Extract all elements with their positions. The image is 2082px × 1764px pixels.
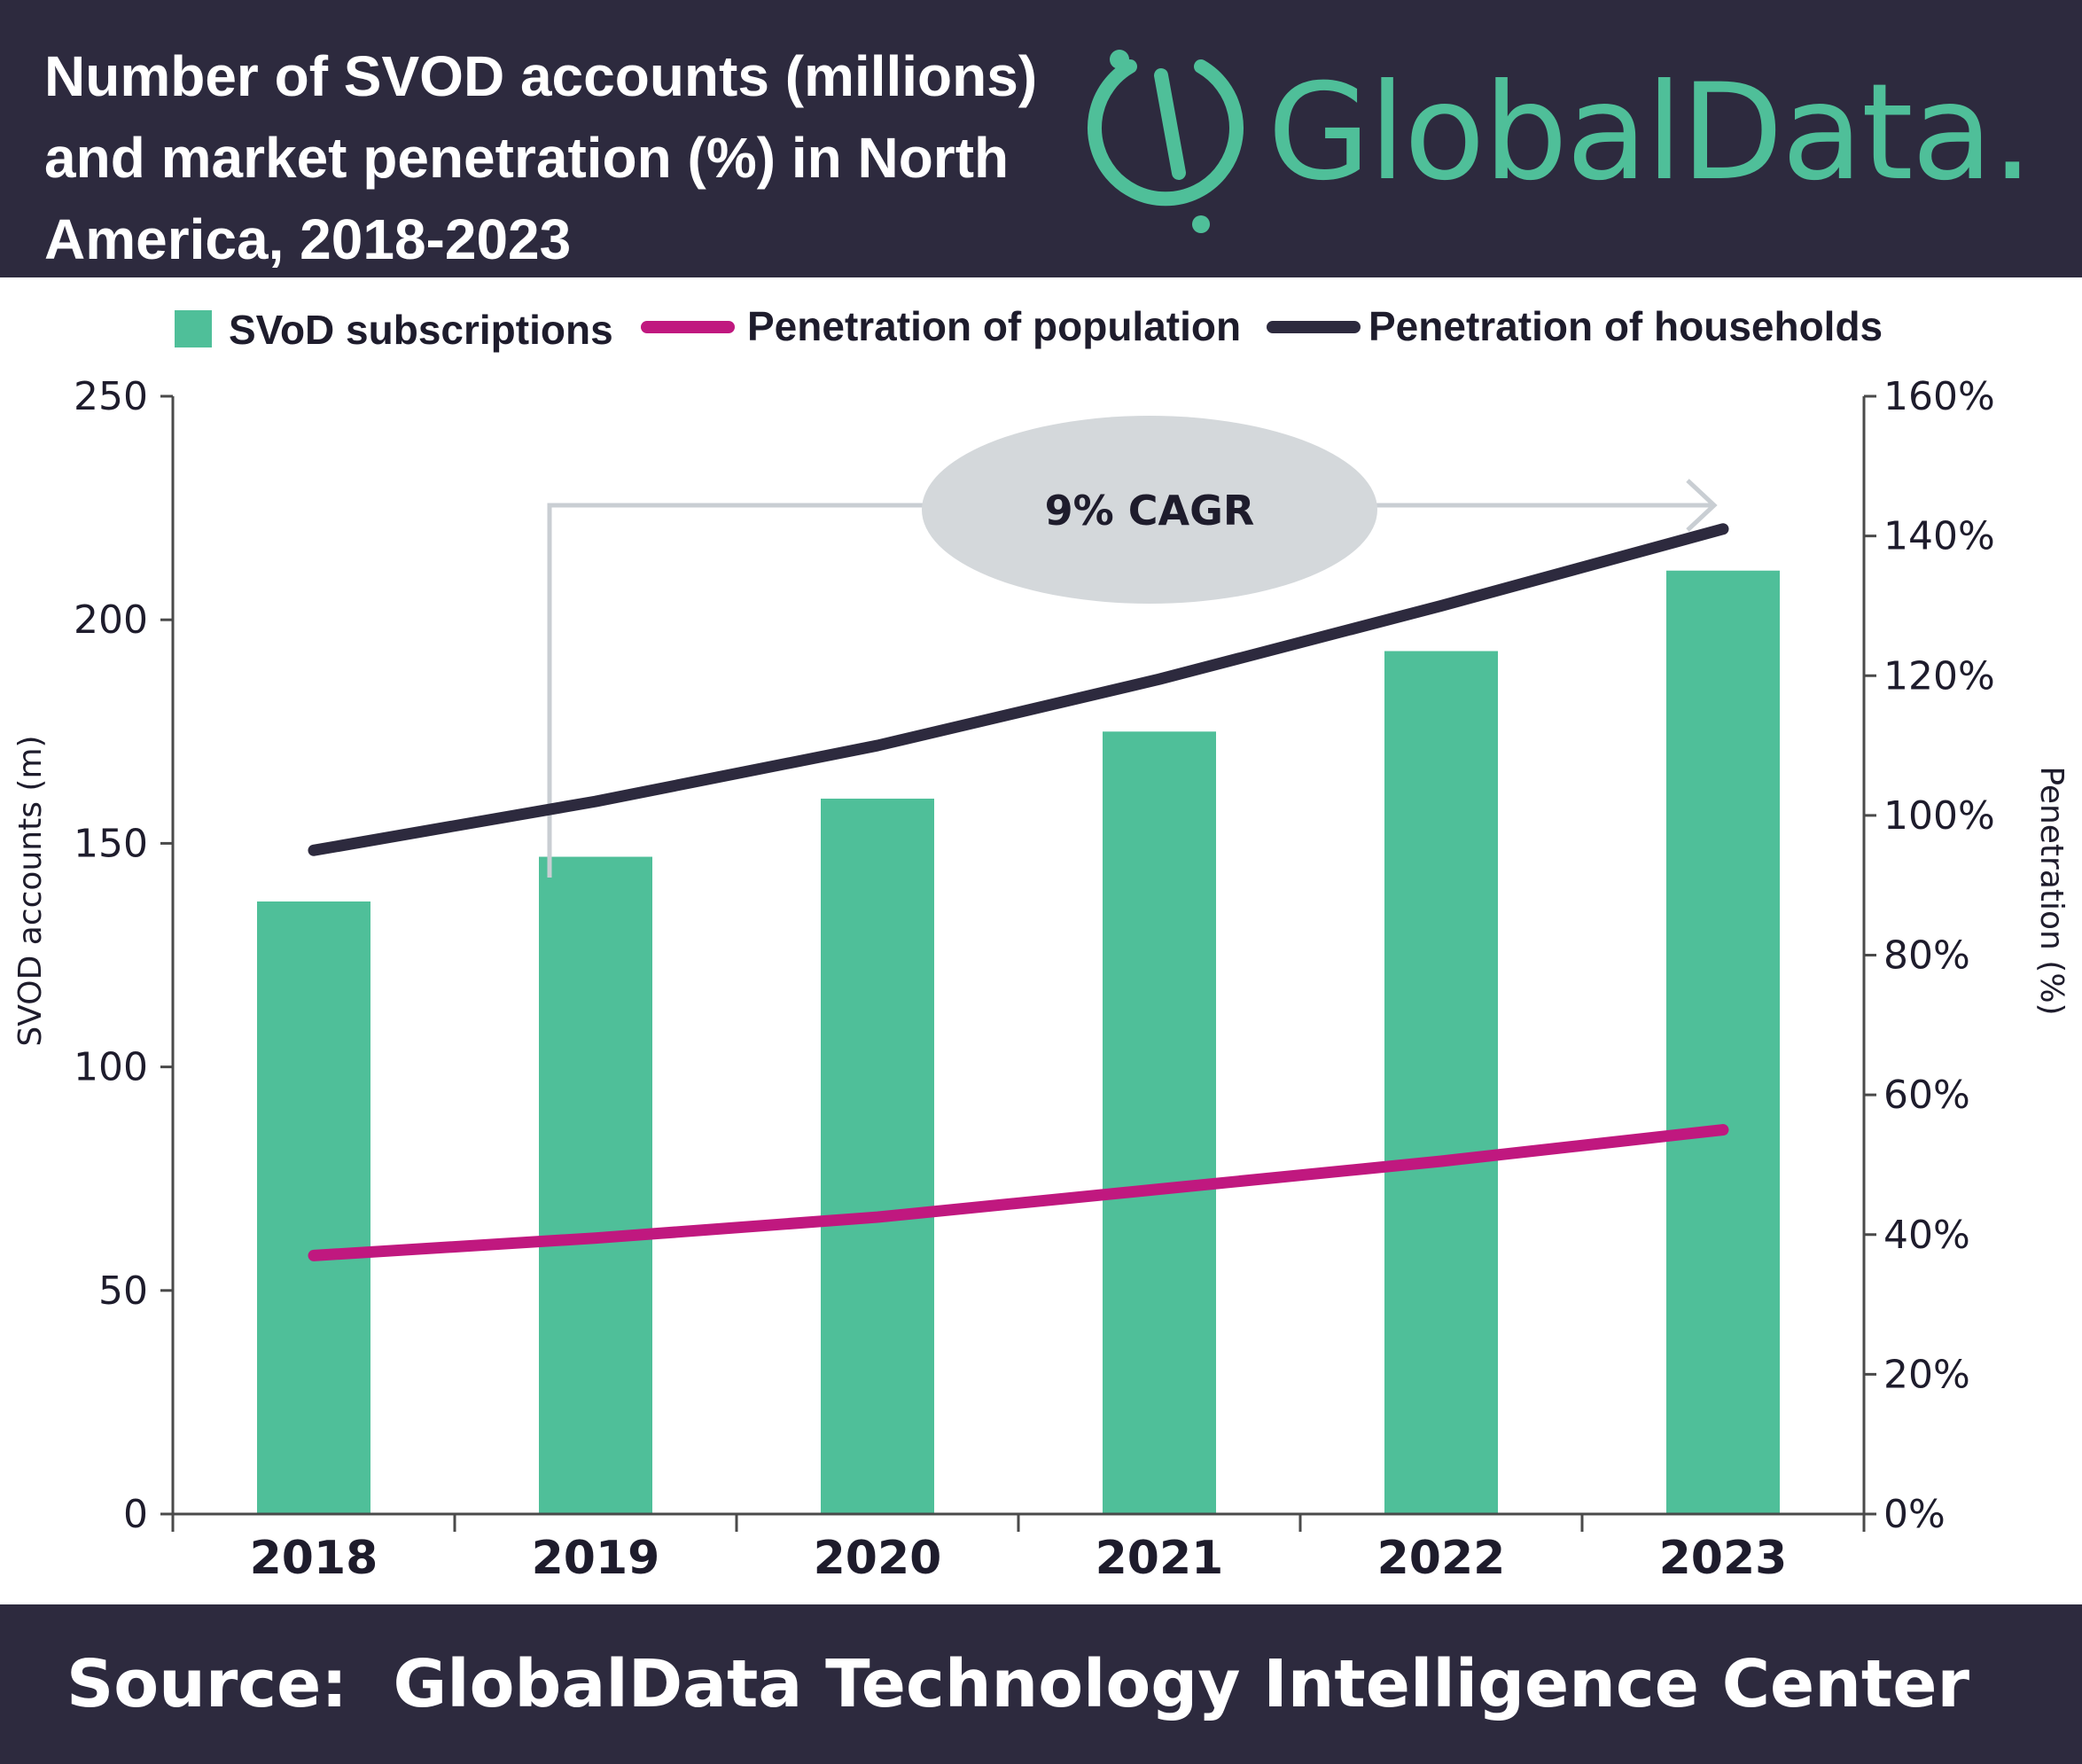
cagr-ellipse <box>922 416 1377 604</box>
globaldata-logo-text: GlobalData. <box>1267 56 2033 210</box>
y-tick-label-right: 80% <box>1883 933 1970 979</box>
y-tick-label-left: 50 <box>98 1268 148 1314</box>
bar-2021 <box>1103 731 1216 1514</box>
y-tick-label-left: 100 <box>74 1045 148 1090</box>
y-tick-label-left: 200 <box>74 597 148 643</box>
cagr-label: 9% CAGR <box>1045 487 1255 535</box>
y-axis-title-left: SVOD accounts (m) <box>12 735 49 1046</box>
y-tick-label-right: 140% <box>1883 514 1995 559</box>
y-tick-label-right: 160% <box>1883 374 1995 419</box>
y-tick-label-right: 100% <box>1883 793 1995 839</box>
bar-2020 <box>821 798 934 1514</box>
x-tick-label-2022: 2022 <box>1377 1532 1506 1585</box>
y-tick-label-right: 60% <box>1883 1073 1970 1118</box>
globaldata-logo-icon <box>1088 50 1244 233</box>
y-tick-label-left: 150 <box>74 821 148 866</box>
bar-2019 <box>539 856 652 1514</box>
x-tick-label-2023: 2023 <box>1659 1532 1788 1585</box>
line-penetration-households <box>308 523 1729 856</box>
line-penetration-population <box>308 1124 1729 1261</box>
legend-label-households: Penetration of households <box>1369 303 1883 349</box>
source-note: Source: GlobalData Technology Intelligen… <box>66 1646 1969 1722</box>
chart: SVoD subscriptions Penetration of populat… <box>12 303 2070 1585</box>
legend-swatch-svod <box>175 310 212 347</box>
y-tick-label-right: 120% <box>1883 653 1995 699</box>
cagr-arrowhead <box>1686 479 1718 532</box>
bar-2022 <box>1384 651 1498 1514</box>
x-tick-label-2019: 2019 <box>532 1532 660 1585</box>
y-tick-label-right: 40% <box>1883 1213 1970 1258</box>
x-tick-label-2018: 2018 <box>250 1532 378 1585</box>
chart-title: Number of SVOD accounts (millions) and m… <box>44 44 1038 271</box>
y-tick-label-right: 20% <box>1883 1352 1970 1397</box>
bar-2023 <box>1666 570 1780 1514</box>
x-tick-label-2020: 2020 <box>814 1532 942 1585</box>
legend-label-population: Penetration of population <box>747 303 1241 349</box>
y-tick-label-left: 250 <box>74 374 148 419</box>
bar-2018 <box>257 901 370 1514</box>
header-banner: Number of SVOD accounts (millions) and m… <box>0 0 2082 277</box>
legend-label-svod: SVoD subscriptions <box>229 307 613 353</box>
y-tick-label-left: 0 <box>123 1492 148 1537</box>
footer-banner: Source: GlobalData Technology Intelligen… <box>0 1604 2082 1764</box>
y-axis-title-right: Penetration (%) <box>2033 766 2070 1015</box>
x-tick-label-2021: 2021 <box>1096 1532 1224 1585</box>
y-tick-label-right: 0% <box>1883 1492 1946 1537</box>
